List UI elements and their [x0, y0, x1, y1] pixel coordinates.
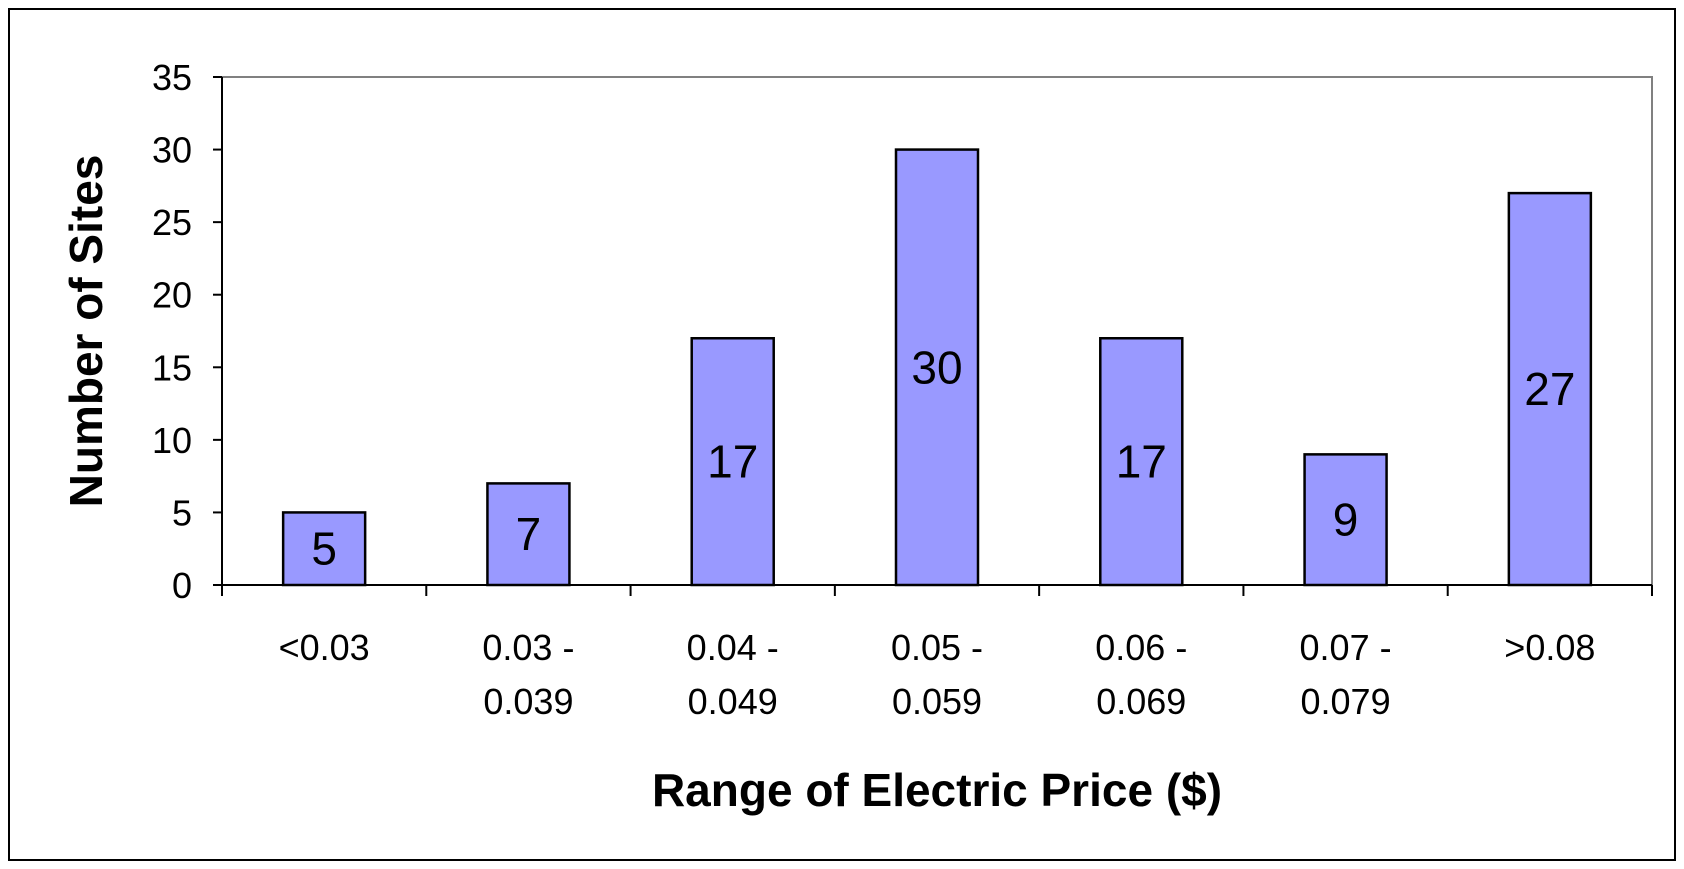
bar: [1303, 453, 1388, 587]
data-label: 17: [707, 436, 758, 488]
data-label: 7: [516, 508, 542, 560]
y-axis-title: Number of Sites: [60, 155, 112, 508]
x-tick-label: 0.07 -: [1300, 627, 1392, 668]
bar: [894, 148, 980, 587]
x-tick-label: 0.069: [1096, 681, 1186, 722]
y-tick-label: 20: [152, 275, 192, 316]
data-label: 27: [1524, 363, 1575, 415]
x-tick-label: 0.04 -: [687, 627, 779, 668]
x-tick-label: 0.03 -: [482, 627, 574, 668]
data-label: 9: [1333, 494, 1359, 546]
x-tick-label: <0.03: [279, 627, 370, 668]
x-tick-label: 0.049: [688, 681, 778, 722]
x-tick-label: 0.039: [483, 681, 573, 722]
y-tick-label: 30: [152, 130, 192, 171]
y-tick-label: 35: [152, 57, 192, 98]
x-tick-label: 0.05 -: [891, 627, 983, 668]
x-axis-title: Range of Electric Price ($): [652, 764, 1222, 816]
y-tick-label: 10: [152, 420, 192, 461]
data-label: 5: [311, 523, 337, 575]
bar: [1099, 337, 1184, 587]
x-axis: <0.03 0.03 - 0.039 0.04 - 0.049 0.05 - 0.059 0.…: [221, 584, 1653, 722]
y-tick-label: 0: [172, 565, 192, 606]
y-axis-ticks: 0 5 10 15 20 25 30 35: [152, 57, 223, 606]
x-tick-label: 0.059: [892, 681, 982, 722]
y-tick-label: 25: [152, 202, 192, 243]
bars: 5 7 17 30 17 9 27: [281, 148, 1593, 587]
data-label: 17: [1116, 436, 1167, 488]
x-tick-label: 0.079: [1301, 681, 1391, 722]
bar: [1507, 191, 1593, 587]
x-tick-label: 0.06 -: [1095, 627, 1187, 668]
y-tick-label: 5: [172, 492, 192, 533]
data-label: 30: [911, 341, 962, 393]
bar: [486, 482, 571, 587]
y-tick-label: 15: [152, 347, 192, 388]
x-tick-label: >0.08: [1504, 627, 1595, 668]
